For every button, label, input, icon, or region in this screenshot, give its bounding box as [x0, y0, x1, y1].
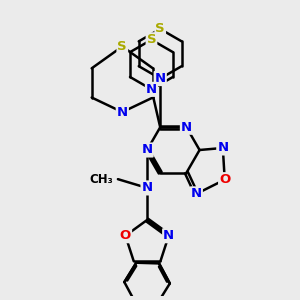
Text: N: N	[163, 229, 174, 242]
Text: CH₃: CH₃	[90, 173, 113, 186]
Text: O: O	[120, 229, 131, 242]
Text: S: S	[147, 33, 156, 46]
Text: O: O	[219, 173, 230, 186]
Text: N: N	[146, 83, 157, 96]
Text: N: N	[142, 143, 153, 157]
Text: N: N	[181, 121, 192, 134]
Text: S: S	[118, 40, 127, 53]
Text: N: N	[154, 72, 166, 85]
Text: N: N	[117, 106, 128, 118]
Text: N: N	[217, 142, 228, 154]
Text: N: N	[142, 182, 153, 194]
Text: N: N	[191, 188, 202, 200]
Text: S: S	[155, 22, 165, 35]
